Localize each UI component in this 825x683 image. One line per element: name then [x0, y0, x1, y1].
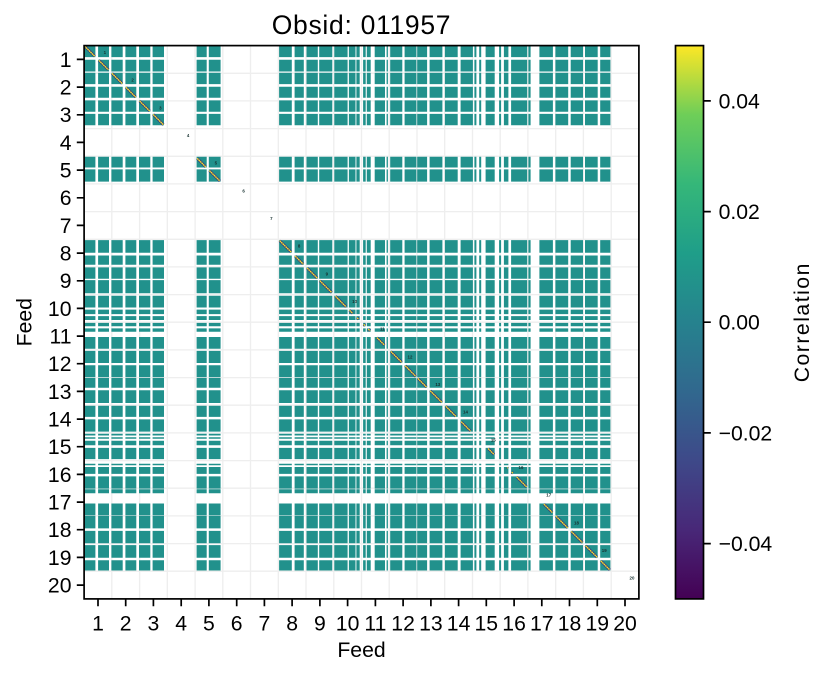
- svg-text:4: 4: [60, 132, 72, 155]
- svg-text:7: 7: [259, 613, 271, 636]
- svg-text:2: 2: [131, 78, 134, 83]
- svg-text:10: 10: [352, 299, 357, 304]
- svg-text:17: 17: [530, 613, 554, 636]
- svg-text:16: 16: [519, 465, 524, 470]
- svg-text:9: 9: [314, 613, 326, 636]
- svg-text:Obsid: 011957: Obsid: 011957: [272, 10, 452, 40]
- svg-text:0.00: 0.00: [719, 312, 760, 335]
- svg-text:11: 11: [380, 327, 385, 332]
- svg-text:10: 10: [48, 298, 72, 321]
- svg-text:Correlation: Correlation: [791, 262, 814, 382]
- svg-text:8: 8: [286, 613, 298, 636]
- svg-text:15: 15: [491, 437, 496, 442]
- svg-text:15: 15: [475, 613, 499, 636]
- svg-text:14: 14: [463, 410, 468, 415]
- svg-text:5: 5: [203, 613, 215, 636]
- svg-text:5: 5: [60, 160, 72, 183]
- svg-text:7: 7: [270, 216, 273, 221]
- svg-text:−0.04: −0.04: [719, 533, 773, 556]
- svg-text:3: 3: [159, 105, 162, 110]
- svg-text:−0.02: −0.02: [719, 422, 773, 445]
- svg-text:17: 17: [48, 492, 72, 515]
- svg-text:9: 9: [326, 271, 329, 276]
- svg-text:14: 14: [447, 613, 471, 636]
- svg-text:13: 13: [419, 613, 443, 636]
- svg-text:8: 8: [60, 243, 72, 266]
- svg-text:9: 9: [60, 270, 72, 293]
- svg-text:1: 1: [92, 613, 104, 636]
- svg-text:0.04: 0.04: [719, 90, 760, 113]
- svg-text:6: 6: [242, 188, 245, 193]
- svg-text:18: 18: [48, 519, 72, 542]
- svg-text:13: 13: [435, 382, 440, 387]
- svg-text:15: 15: [48, 436, 72, 459]
- svg-text:12: 12: [391, 613, 415, 636]
- svg-text:16: 16: [48, 464, 72, 487]
- svg-text:20: 20: [48, 575, 72, 598]
- svg-text:7: 7: [60, 215, 72, 238]
- svg-text:11: 11: [50, 326, 72, 349]
- svg-text:14: 14: [48, 409, 72, 432]
- svg-text:20: 20: [613, 613, 637, 636]
- svg-text:Feed: Feed: [337, 639, 385, 662]
- svg-text:3: 3: [148, 613, 160, 636]
- svg-text:10: 10: [336, 613, 360, 636]
- svg-text:16: 16: [502, 613, 526, 636]
- svg-text:19: 19: [586, 613, 610, 636]
- svg-text:6: 6: [231, 613, 243, 636]
- svg-text:8: 8: [298, 244, 301, 249]
- svg-text:2: 2: [120, 613, 132, 636]
- svg-text:2: 2: [60, 77, 72, 100]
- svg-text:17: 17: [546, 493, 551, 498]
- svg-text:12: 12: [48, 353, 72, 376]
- svg-text:13: 13: [48, 381, 72, 404]
- svg-text:1: 1: [60, 49, 72, 72]
- svg-text:5: 5: [215, 161, 218, 166]
- svg-text:19: 19: [48, 547, 72, 570]
- svg-text:11: 11: [364, 613, 386, 636]
- svg-text:18: 18: [574, 520, 579, 525]
- svg-text:19: 19: [602, 548, 607, 553]
- svg-text:3: 3: [60, 104, 72, 127]
- svg-text:Feed: Feed: [14, 298, 37, 346]
- svg-text:12: 12: [408, 354, 413, 359]
- svg-text:18: 18: [558, 613, 582, 636]
- svg-text:4: 4: [175, 613, 187, 636]
- svg-text:20: 20: [630, 576, 635, 581]
- svg-text:0.02: 0.02: [719, 201, 760, 224]
- svg-text:4: 4: [187, 133, 190, 138]
- svg-text:1: 1: [104, 50, 107, 55]
- svg-text:6: 6: [60, 187, 72, 210]
